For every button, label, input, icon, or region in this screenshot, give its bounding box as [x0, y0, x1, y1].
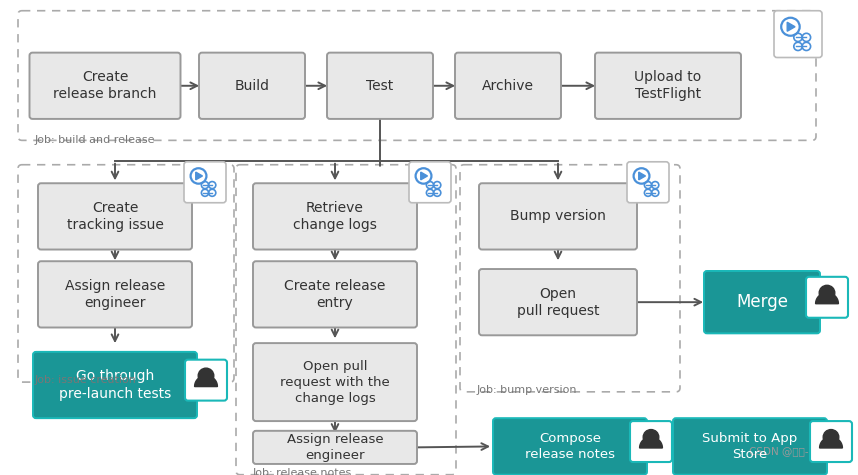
FancyBboxPatch shape: [253, 343, 417, 421]
FancyBboxPatch shape: [185, 360, 227, 400]
FancyBboxPatch shape: [627, 162, 669, 203]
FancyBboxPatch shape: [595, 53, 741, 119]
FancyBboxPatch shape: [810, 421, 852, 462]
FancyBboxPatch shape: [253, 183, 417, 249]
FancyBboxPatch shape: [184, 162, 226, 203]
Text: Job: build and release: Job: build and release: [35, 135, 155, 145]
FancyBboxPatch shape: [38, 183, 192, 249]
Text: Submit to App
Store: Submit to App Store: [703, 432, 798, 461]
FancyBboxPatch shape: [806, 277, 848, 318]
FancyBboxPatch shape: [479, 183, 637, 249]
FancyBboxPatch shape: [479, 269, 637, 335]
Text: Compose
release notes: Compose release notes: [525, 432, 615, 461]
Text: Create release
entry: Create release entry: [284, 279, 386, 310]
FancyBboxPatch shape: [493, 418, 647, 475]
FancyBboxPatch shape: [199, 53, 305, 119]
Text: Assign release
engineer: Assign release engineer: [65, 279, 165, 310]
Text: Go through
pre-launch tests: Go through pre-launch tests: [59, 370, 171, 401]
Text: Archive: Archive: [482, 79, 534, 93]
FancyBboxPatch shape: [455, 53, 561, 119]
Text: Open
pull request: Open pull request: [517, 286, 599, 318]
Text: Create
release branch: Create release branch: [53, 70, 157, 102]
FancyBboxPatch shape: [33, 352, 197, 418]
Polygon shape: [195, 375, 217, 387]
Text: Job: release notes: Job: release notes: [253, 468, 353, 475]
Text: Retrieve
change logs: Retrieve change logs: [293, 201, 377, 232]
Polygon shape: [196, 172, 202, 180]
FancyBboxPatch shape: [327, 53, 433, 119]
Text: CSDN @郓超-码农加点中: CSDN @郓超-码农加点中: [749, 446, 840, 456]
Circle shape: [644, 429, 659, 445]
Text: Open pull
request with the
change logs: Open pull request with the change logs: [280, 360, 390, 405]
FancyBboxPatch shape: [673, 418, 827, 475]
Polygon shape: [819, 437, 843, 448]
Text: Job: bump version: Job: bump version: [477, 385, 577, 395]
Text: Upload to
TestFlight: Upload to TestFlight: [634, 70, 702, 102]
Text: Job: issue creation: Job: issue creation: [35, 375, 137, 385]
FancyBboxPatch shape: [630, 421, 672, 462]
FancyBboxPatch shape: [409, 162, 451, 203]
Text: Build: Build: [234, 79, 269, 93]
Text: Bump version: Bump version: [510, 209, 606, 223]
Text: Create
tracking issue: Create tracking issue: [67, 201, 163, 232]
FancyBboxPatch shape: [29, 53, 180, 119]
Text: Merge: Merge: [736, 293, 788, 311]
Circle shape: [198, 368, 214, 383]
FancyBboxPatch shape: [704, 271, 820, 333]
FancyBboxPatch shape: [253, 261, 417, 327]
Polygon shape: [639, 437, 662, 448]
Polygon shape: [816, 293, 838, 304]
FancyBboxPatch shape: [253, 431, 417, 464]
Text: Assign release
engineer: Assign release engineer: [287, 433, 384, 462]
Circle shape: [819, 285, 835, 301]
FancyBboxPatch shape: [774, 11, 822, 57]
Text: Test: Test: [366, 79, 394, 93]
Polygon shape: [638, 172, 645, 180]
FancyBboxPatch shape: [38, 261, 192, 327]
Polygon shape: [787, 22, 795, 31]
Polygon shape: [420, 172, 427, 180]
Circle shape: [823, 429, 839, 445]
